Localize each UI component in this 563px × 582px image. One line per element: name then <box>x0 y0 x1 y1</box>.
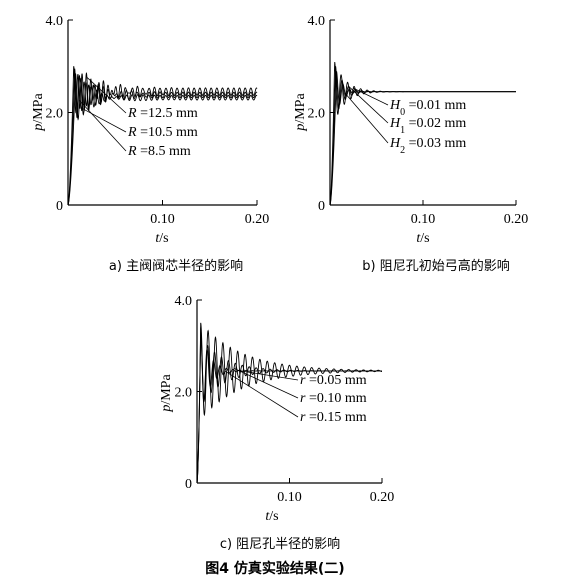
x-axis-label-b: t/s <box>416 231 429 246</box>
series-line-b-0 <box>329 61 516 206</box>
figure-caption: 图4 仿真实验结果(二) <box>205 560 344 577</box>
series-label-b-1: H1 =0.02 mm <box>389 116 466 136</box>
x-tick-label-a-0: 0.10 <box>150 212 175 227</box>
y-tick-label-c-0: 0 <box>185 477 192 492</box>
subcaption-a: a) 主阀阀芯半径的影响 <box>109 258 243 274</box>
series-label-a-2: R =8.5 mm <box>127 144 191 159</box>
x-tick-label-c-1: 0.20 <box>370 490 395 505</box>
y-axis-label-c: p/MPa <box>159 374 174 413</box>
x-tick-label-c-0: 0.10 <box>277 490 302 505</box>
y-tick-label-b-2: 4.0 <box>308 14 326 29</box>
series-line-c-2 <box>196 322 383 484</box>
x-axis-label-a: t/s <box>155 231 168 246</box>
series-line-a-1 <box>67 68 258 206</box>
series-line-a-0 <box>67 66 258 206</box>
leader-line-c-2 <box>224 370 299 418</box>
series-label-a-1: R =10.5 mm <box>127 125 198 140</box>
series-label-a-0: R =12.5 mm <box>127 106 198 121</box>
leader-line-b-0 <box>353 87 389 106</box>
x-axis-label-c: t/s <box>265 509 278 524</box>
series-label-b-2: H2 =0.03 mm <box>389 136 466 156</box>
y-tick-label-c-1: 2.0 <box>175 386 193 401</box>
subcaption-b: b) 阻尼孔初始弓高的影响 <box>362 258 509 274</box>
series-label-c-1: r =0.10 mm <box>300 391 367 406</box>
leader-line-b-1 <box>348 86 389 124</box>
y-axis-label-a: p/MPa <box>31 93 46 132</box>
y-tick-label-a-2: 4.0 <box>46 14 64 29</box>
series-label-b-0: H0 =0.01 mm <box>389 98 466 118</box>
y-tick-label-b-1: 2.0 <box>308 107 326 122</box>
leader-line-a-2 <box>79 100 127 152</box>
leader-line-b-2 <box>344 92 389 144</box>
leader-line-c-1 <box>233 368 299 399</box>
y-tick-label-b-0: 0 <box>318 199 325 214</box>
series-line-b-2 <box>329 71 516 206</box>
subcaption-c: c) 阻尼孔半径的影响 <box>220 536 340 552</box>
x-tick-label-b-0: 0.10 <box>411 212 436 227</box>
series-label-c-2: r =0.15 mm <box>300 410 367 425</box>
x-tick-label-a-1: 0.20 <box>245 212 270 227</box>
y-tick-label-a-1: 2.0 <box>46 107 64 122</box>
y-tick-label-a-0: 0 <box>56 199 63 214</box>
y-tick-label-c-2: 4.0 <box>175 294 193 309</box>
series-line-a-2 <box>67 73 258 206</box>
x-tick-label-b-1: 0.20 <box>504 212 529 227</box>
series-label-c-0: r =0.05 mm <box>300 373 367 388</box>
leader-line-a-1 <box>81 108 127 133</box>
y-axis-label-b: p/MPa <box>293 93 308 132</box>
